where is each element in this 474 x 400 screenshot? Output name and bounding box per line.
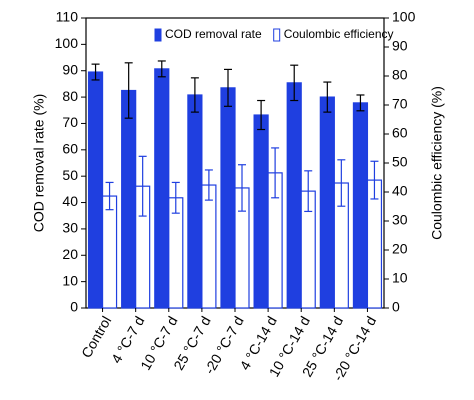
error-bar <box>224 68 232 107</box>
y2-tick-label: 30 <box>392 212 408 228</box>
legend-swatch <box>273 28 281 42</box>
error-bar <box>304 170 313 213</box>
error-bar <box>290 64 299 102</box>
bar <box>168 197 184 309</box>
y2-tick-label: 0 <box>392 299 400 315</box>
error-bar <box>171 181 180 214</box>
y-tick-label: 90 <box>62 61 78 77</box>
y2-tick-label: 10 <box>392 270 408 286</box>
error-bar <box>124 62 133 119</box>
bar <box>87 71 104 309</box>
y-tick-label: 20 <box>62 246 78 262</box>
y-tick-label: 60 <box>62 141 78 157</box>
bar <box>154 68 170 309</box>
bar <box>319 96 335 309</box>
error-bar <box>91 63 100 81</box>
legend-label: Coulombic efficiency <box>284 27 394 41</box>
y2-tick-label: 90 <box>392 38 408 54</box>
legend-swatch <box>154 28 162 42</box>
y2-tick-label: 80 <box>392 67 408 83</box>
y-tick-label: 40 <box>62 193 78 209</box>
y-tick-label: 80 <box>62 88 78 104</box>
y2-tick-label: 20 <box>392 241 408 257</box>
error-bar <box>337 159 346 207</box>
y-tick-label: 100 <box>55 35 79 51</box>
error-bar <box>370 160 379 200</box>
bar <box>352 102 369 309</box>
y-tick-label: 70 <box>62 114 78 130</box>
y2-tick-label: 50 <box>392 154 408 170</box>
y2-tick-label: 40 <box>392 183 408 199</box>
bar <box>187 94 203 309</box>
bar <box>253 114 269 309</box>
y2-tick-label: 70 <box>392 96 408 112</box>
error-bar <box>238 164 246 212</box>
bar <box>220 87 236 309</box>
y-axis-label: COD removal rate (%) <box>31 94 47 232</box>
y-tick-label: 110 <box>56 9 79 25</box>
y-tick-label: 0 <box>70 299 78 315</box>
error-bar <box>257 99 266 131</box>
bar <box>286 82 302 309</box>
y2-tick-label: 100 <box>392 9 416 25</box>
y-tick-label: 50 <box>62 167 78 183</box>
x-tick-label: Control <box>78 313 114 360</box>
bar <box>201 184 217 309</box>
y2-axis-label: Coulombic efficiency (%) <box>429 86 445 240</box>
error-bar <box>157 60 166 78</box>
y-tick-label: 30 <box>62 220 78 236</box>
error-bar <box>138 155 147 217</box>
error-bar <box>271 147 280 199</box>
bar <box>101 195 118 309</box>
error-bar <box>204 169 213 201</box>
error-bar <box>323 81 332 113</box>
bar <box>121 89 137 309</box>
y2-tick-label: 60 <box>392 125 408 141</box>
y-tick-label: 10 <box>62 272 78 288</box>
error-bar <box>190 77 199 113</box>
error-bar <box>105 181 114 211</box>
legend-label: COD removal rate <box>165 27 262 41</box>
error-bar <box>356 94 365 112</box>
